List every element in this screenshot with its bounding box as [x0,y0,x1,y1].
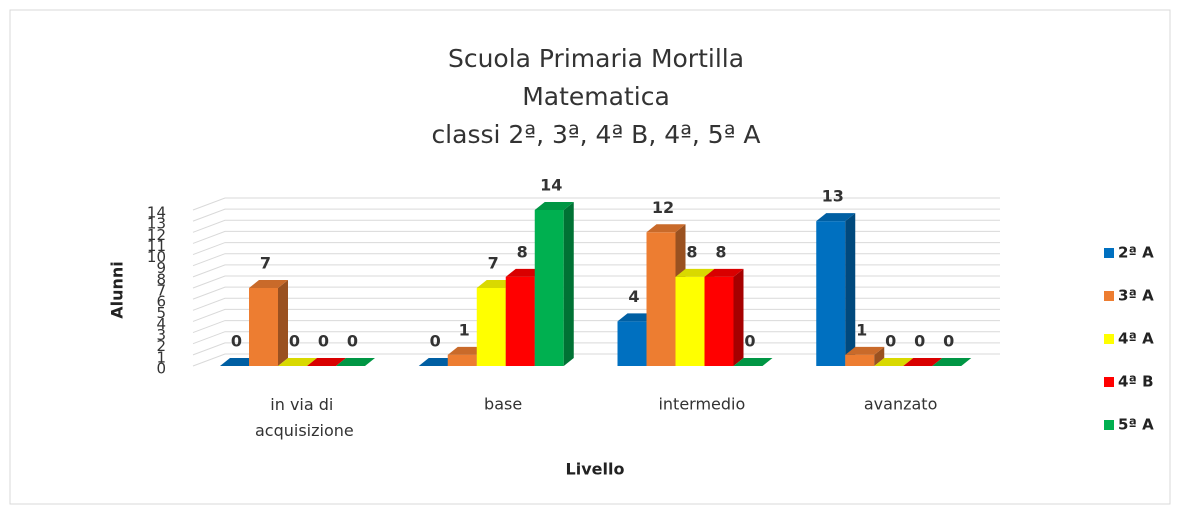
legend-label: 3ª A [1118,287,1154,305]
data-label: 8 [517,242,528,261]
legend-swatch [1104,248,1114,258]
data-label: 4 [628,287,639,306]
data-label: 0 [885,332,896,351]
grid-line [192,230,1000,244]
y-tick-label: 10 [147,248,166,266]
data-label: 7 [260,254,271,273]
data-label: 7 [488,254,499,273]
bar [447,354,477,366]
data-label: 8 [715,242,726,261]
data-label: 13 [822,187,844,206]
bar-top [307,358,346,366]
data-label: 0 [347,332,358,351]
data-label: 0 [430,332,441,351]
data-label: 0 [231,332,242,351]
legend-swatch [1104,420,1114,430]
chart-title: classi 2ª, 3ª, 4ª B, 4ª, 5ª A [431,120,760,149]
data-label: 14 [540,176,562,195]
data-label: 0 [943,332,954,351]
y-tick-label: 7 [156,282,166,300]
y-tick-label: 6 [156,293,166,311]
y-tick-label: 11 [147,237,166,255]
y-tick-label: 13 [147,215,166,233]
bar [476,288,506,366]
legend-swatch [1104,377,1114,387]
bar-top [278,358,317,366]
data-label: 8 [686,242,697,261]
bar [505,276,535,366]
bar [646,232,676,366]
y-tick-label: 0 [156,360,166,378]
bar [617,321,647,366]
legend-label: 4ª A [1118,330,1154,348]
grid-line [192,208,1000,222]
bar-top [534,202,574,210]
chart-title: Matematica [522,82,670,111]
bar-side [278,280,288,366]
legend-label: 4ª B [1118,373,1154,391]
legend-swatch [1104,291,1114,301]
chart-title: Scuola Primaria Mortilla [448,44,744,73]
bar-top [845,346,885,355]
bar [675,276,705,366]
grid-line [192,197,1000,211]
bar-top [249,280,288,288]
bar-top [816,213,856,222]
data-label: 1 [459,320,470,339]
bar [816,221,846,366]
y-tick-label: 14 [147,204,166,222]
legend-swatch [1104,334,1114,344]
y-tick-label: 5 [156,304,166,322]
chart-frame [9,9,1171,505]
y-tick-label: 2 [156,337,166,355]
bar-top [874,358,914,366]
x-axis-label: Livello [566,460,625,479]
bar-top [704,268,744,277]
data-label: 1 [856,320,867,339]
y-tick-label: 4 [156,315,166,333]
bar-side [733,268,744,366]
bar-side [563,202,574,366]
bar-top [675,268,715,277]
data-label: 12 [652,198,674,217]
x-tick-label: in via di acquisizione [255,395,354,440]
bar-top [903,358,943,366]
bar-side [845,213,856,366]
x-tick-label: avanzato [864,395,937,414]
grid-line [192,253,1000,267]
y-tick-label: 8 [156,270,166,288]
bar [534,210,564,366]
y-tick-label: 1 [156,348,166,366]
data-label: 0 [744,332,755,351]
bar-top [733,358,773,366]
grid-line [192,242,1000,256]
grid-line [192,264,1000,278]
x-tick-label: intermedio [658,395,745,414]
y-axis-label: Alunni [108,261,127,319]
data-label: 0 [914,332,925,351]
grid-line [192,219,1000,233]
legend-label: 5ª A [1118,416,1154,434]
data-label: 0 [289,332,300,351]
bar-top [646,224,686,233]
y-tick-label: 9 [156,259,166,277]
bar-side [874,346,885,366]
bar [845,354,875,366]
x-tick-label: base [484,395,522,414]
bar [704,276,734,366]
data-label: 0 [318,332,329,351]
y-tick-label: 12 [147,226,166,244]
bar-top [932,358,972,366]
legend-label: 2ª A [1118,244,1154,262]
y-tick-label: 3 [156,326,166,344]
bar [249,288,278,366]
bar-top [336,358,375,366]
